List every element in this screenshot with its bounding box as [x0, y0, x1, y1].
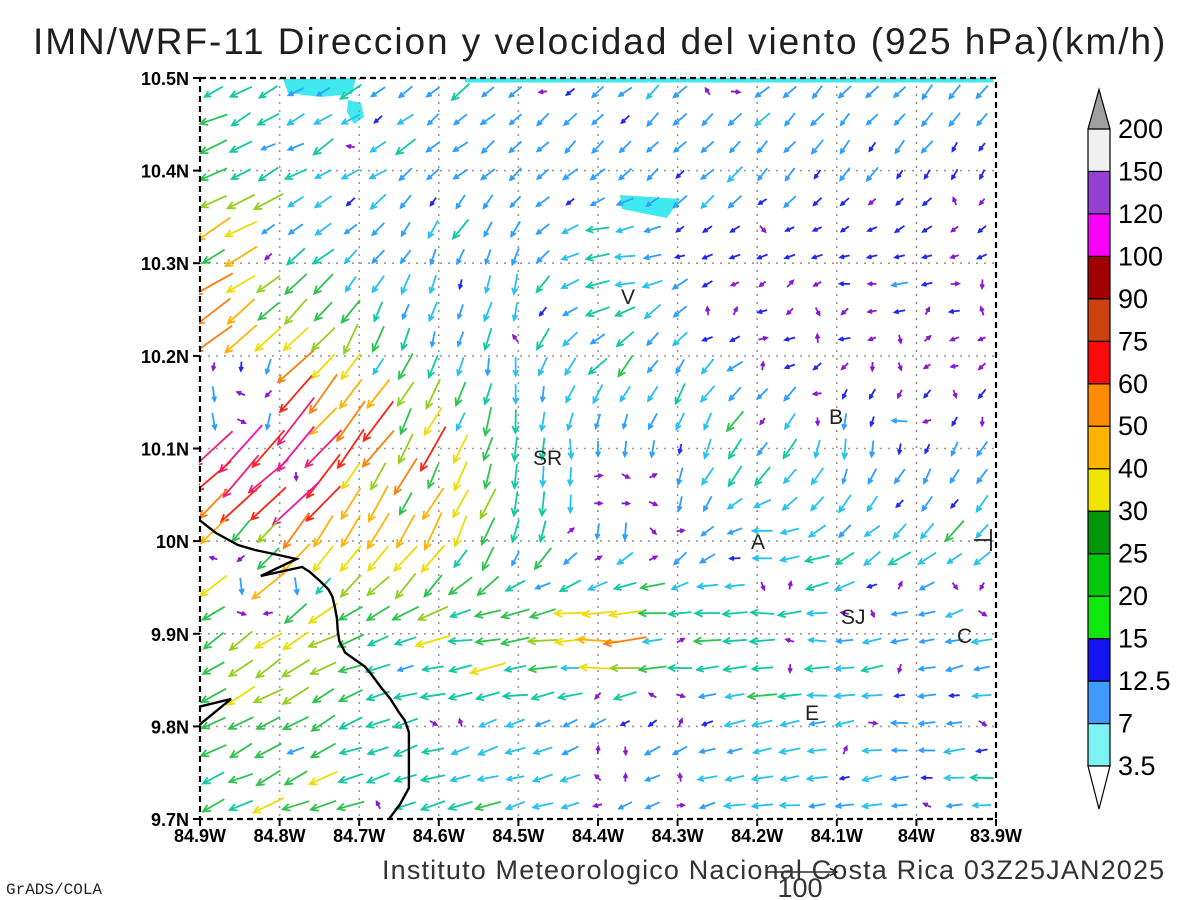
svg-text:100: 100 — [1118, 241, 1163, 271]
svg-text:12.5: 12.5 — [1118, 666, 1171, 696]
svg-text:A: A — [751, 531, 765, 554]
svg-text:10.4N: 10.4N — [141, 162, 189, 182]
svg-text:9.8N: 9.8N — [151, 717, 189, 737]
svg-text:120: 120 — [1118, 199, 1163, 229]
svg-text:84W: 84W — [898, 826, 935, 846]
svg-text:10.5N: 10.5N — [141, 69, 189, 89]
svg-text:SR: SR — [533, 447, 562, 470]
svg-text:90: 90 — [1118, 284, 1148, 314]
svg-text:84.8W: 84.8W — [254, 826, 306, 846]
svg-text:84.2W: 84.2W — [731, 826, 783, 846]
svg-text:75: 75 — [1118, 326, 1148, 356]
svg-text:7: 7 — [1118, 709, 1133, 739]
svg-text:V: V — [621, 286, 635, 309]
svg-text:C: C — [957, 625, 972, 648]
svg-text:150: 150 — [1118, 156, 1163, 186]
svg-text:10.3N: 10.3N — [141, 254, 189, 274]
svg-text:40: 40 — [1118, 454, 1148, 484]
svg-text:3.5: 3.5 — [1118, 751, 1156, 781]
svg-text:10.2N: 10.2N — [141, 347, 189, 367]
svg-text:200: 200 — [1118, 114, 1163, 144]
svg-text:84.3W: 84.3W — [652, 826, 704, 846]
svg-text:9.9N: 9.9N — [151, 625, 189, 645]
svg-text:84.7W: 84.7W — [333, 826, 385, 846]
svg-text:84.4W: 84.4W — [572, 826, 624, 846]
svg-text:83.9W: 83.9W — [970, 826, 1022, 846]
svg-text:30: 30 — [1118, 496, 1148, 526]
svg-text:SJ: SJ — [841, 606, 866, 629]
svg-text:84.5W: 84.5W — [492, 826, 544, 846]
svg-text:9.7N: 9.7N — [151, 810, 189, 830]
svg-text:84.6W: 84.6W — [413, 826, 465, 846]
svg-text:84.9W: 84.9W — [174, 826, 226, 846]
svg-text:100: 100 — [777, 873, 822, 900]
svg-text:25: 25 — [1118, 539, 1148, 569]
svg-text:20: 20 — [1118, 581, 1148, 611]
svg-text:84.1W: 84.1W — [811, 826, 863, 846]
svg-text:E: E — [805, 702, 819, 725]
svg-text:10N: 10N — [156, 532, 189, 552]
svg-text:15: 15 — [1118, 624, 1148, 654]
svg-text:50: 50 — [1118, 411, 1148, 441]
svg-text:60: 60 — [1118, 369, 1148, 399]
svg-text:10.1N: 10.1N — [141, 440, 189, 460]
svg-text:B: B — [829, 406, 843, 429]
